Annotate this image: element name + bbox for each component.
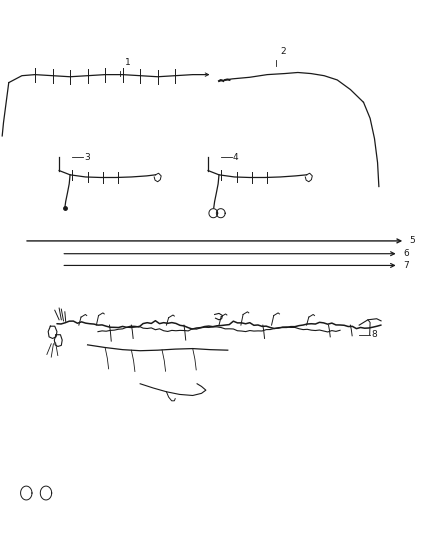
- Text: 3: 3: [84, 153, 90, 161]
- Text: 8: 8: [371, 330, 377, 339]
- Text: 5: 5: [410, 237, 415, 245]
- Text: 2: 2: [280, 47, 286, 56]
- Text: 4: 4: [233, 153, 239, 161]
- Text: 6: 6: [403, 249, 409, 258]
- Text: 7: 7: [403, 261, 409, 270]
- Text: 1: 1: [125, 58, 131, 67]
